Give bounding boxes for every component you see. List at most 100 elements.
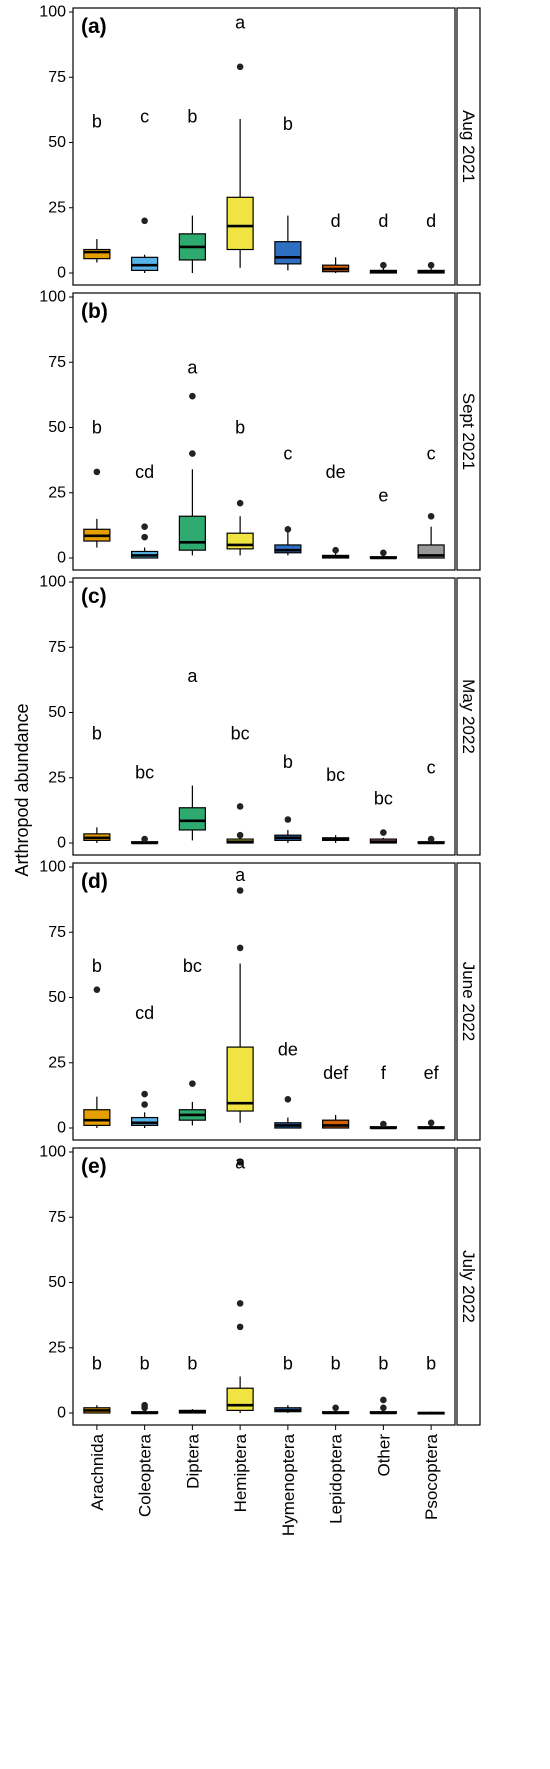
strip-label: July 2022 [459,1250,478,1323]
box-diptera [178,392,206,556]
x-tick-label-arachnida: Arachnida [88,1433,107,1510]
box-hemiptera [226,887,254,1123]
outlier-point [284,1095,292,1103]
y-tick-label: 25 [48,1054,66,1071]
strip-box [456,1147,481,1426]
outlier-point [427,1119,435,1127]
x-tick-label-diptera: Diptera [183,1433,202,1488]
outlier-point [380,549,387,557]
strip-label: May 2022 [459,679,478,754]
outlier-point [189,450,196,457]
box-arachnida [83,827,111,843]
outlier-point [236,1300,244,1307]
significance-letter: cd [135,462,154,482]
y-tick-label: 75 [48,639,66,656]
significance-letter: b [378,1353,388,1373]
panel-label: (d) [81,870,108,893]
box-diptera [178,215,206,273]
strip-label: Aug 2021 [459,110,478,183]
y-tick-label: 0 [57,835,66,852]
x-tick-label-other: Other [374,1434,393,1477]
box-coleoptera [131,1090,159,1128]
y-tick-label: 75 [48,924,66,941]
box-arachnida [83,986,111,1128]
panel-frame [72,292,456,571]
outlier-point [236,887,244,894]
significance-letter: b [92,112,102,132]
significance-letter: a [235,1152,246,1172]
panel-aug-2021: Aug 2021 0 25 50 75 100 (a) b c b a b d d d [39,4,481,286]
y-tick-label: 100 [39,4,66,21]
significance-letter: d [378,211,388,231]
panel-frame [72,1147,456,1426]
box-lepidoptera [322,1114,350,1129]
significance-letter: a [235,12,246,32]
x-tick-label-lepidoptera: Lepidoptera [327,1433,346,1523]
y-tick-label: 75 [48,1209,66,1226]
y-tick-label: 25 [48,199,66,216]
box-other [369,1120,397,1130]
y-tick-label: 25 [48,769,66,786]
y-tick-label: 50 [48,134,66,151]
significance-letter: def [323,1063,349,1083]
y-tick-label: 0 [57,1405,66,1422]
significance-letter: b [235,418,245,438]
box-diptera [178,785,206,841]
box-iqr [131,256,159,271]
outlier-point [332,1404,339,1412]
box-hymenoptera [274,1405,302,1413]
significance-letter: bc [135,763,154,783]
outlier-point [236,831,244,839]
box-iqr [178,807,206,831]
box-hemiptera [226,63,254,268]
panel-frame [72,577,456,856]
box-psocoptera [417,512,445,559]
box-arachnida [83,1405,111,1414]
panel-label: (a) [81,15,107,38]
significance-letter: de [326,462,346,482]
outlier-point [236,1159,244,1166]
box-iqr [226,1387,254,1411]
significance-letter: b [187,1353,197,1373]
box-other [369,261,397,274]
panel-may-2022: May 2022 0 25 50 75 100 (c) b bc a bc b bc bc c [39,574,481,856]
y-tick-label: 50 [48,1274,66,1291]
y-tick-label: 25 [48,484,66,501]
significance-letter: c [427,757,436,777]
outlier-point [93,468,101,476]
box-diptera [178,1080,206,1126]
outlier-point [427,835,435,843]
box-iqr [274,241,302,265]
box-iqr [322,1119,350,1129]
panel-label: (b) [81,300,108,323]
outlier-point [141,533,148,541]
y-tick-label: 100 [39,574,66,591]
significance-letter: b [283,752,293,772]
y-tick-label: 25 [48,1339,66,1356]
box-coleoptera [131,1401,159,1415]
significance-letter: b [92,723,102,743]
significance-letter: bc [374,789,393,809]
outlier-point [236,63,244,71]
significance-letter: bc [231,723,250,743]
outlier-point [380,1396,387,1404]
significance-letter: a [235,865,246,885]
box-iqr [83,1109,111,1126]
outlier-point [141,1101,148,1108]
outlier-point [141,835,148,843]
strip-box [456,7,481,286]
box-psocoptera [417,261,445,274]
strip-box [456,577,481,856]
y-tick-label: 50 [48,419,66,436]
box-hymenoptera [274,1095,302,1129]
box-psocoptera [417,1411,445,1415]
y-tick-label: 100 [39,289,66,306]
significance-letter: c [140,106,149,126]
box-diptera [178,1409,206,1414]
outlier-point [427,512,435,520]
box-lepidoptera [322,546,350,559]
panel-label: (c) [81,585,107,608]
box-other [369,829,397,844]
box-hemiptera [226,803,254,844]
